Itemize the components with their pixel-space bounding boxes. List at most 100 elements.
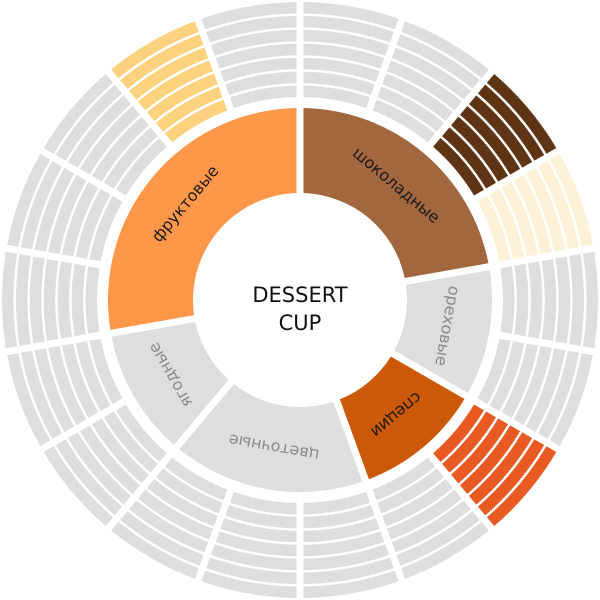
outer-segment-band xyxy=(89,338,123,405)
outer-segment[interactable] xyxy=(7,154,123,262)
outer-segment-band xyxy=(303,57,380,82)
outer-segment-band xyxy=(486,446,557,527)
outer-segment[interactable] xyxy=(111,457,228,579)
outer-segment-band xyxy=(220,518,297,543)
outer-segment-band xyxy=(116,404,167,462)
outer-segment[interactable] xyxy=(433,404,557,527)
inner-segment-2[interactable] xyxy=(394,270,492,393)
outer-segment-band xyxy=(303,15,394,43)
outer-segment-band xyxy=(477,84,545,161)
outer-segment-band xyxy=(541,258,557,342)
outer-segment-band xyxy=(116,138,167,196)
outer-segment-band xyxy=(527,261,543,339)
inner-segment-6[interactable] xyxy=(108,108,297,330)
outer-segment-band xyxy=(155,86,223,132)
outer-segment[interactable] xyxy=(111,21,228,143)
outer-segment-band xyxy=(57,261,73,339)
outer-segment[interactable] xyxy=(500,251,598,349)
outer-segment-band xyxy=(85,266,100,334)
outer-segment-band xyxy=(55,84,123,161)
outer-segment-band xyxy=(303,505,375,529)
outer-segment-band xyxy=(104,411,158,473)
outer-segment[interactable] xyxy=(201,491,297,598)
outer-segment-band xyxy=(138,60,213,111)
outer-segment-band xyxy=(89,195,123,262)
inner-segment-4[interactable] xyxy=(179,384,363,492)
outer-segment[interactable] xyxy=(43,73,167,196)
outer-segment-band xyxy=(129,500,209,553)
outer-segment-band xyxy=(206,557,297,585)
outer-segment-band xyxy=(120,511,204,566)
outer-segment-band xyxy=(514,263,529,337)
outer-segment-band xyxy=(391,47,471,100)
outer-segment[interactable] xyxy=(372,21,489,143)
inner-segment-1[interactable] xyxy=(303,108,489,278)
outer-segment-band xyxy=(111,21,199,79)
outer-segment-band xyxy=(382,479,454,527)
outer-segment-band xyxy=(20,350,63,439)
outer-segment-band xyxy=(387,60,462,111)
outer-segment[interactable] xyxy=(201,2,297,109)
outer-segment-band xyxy=(468,95,533,168)
outer-segment-band xyxy=(303,518,380,543)
outer-segment[interactable] xyxy=(477,338,593,446)
outer-segment-band xyxy=(67,432,132,505)
outer-segment[interactable] xyxy=(7,338,123,446)
outer-segment-band xyxy=(229,491,297,515)
outer-segment-band xyxy=(55,439,123,516)
outer-segment-band xyxy=(377,468,445,514)
outer-segment-band xyxy=(71,263,86,337)
outer-segment-band xyxy=(396,34,480,89)
outer-segment-band xyxy=(75,341,111,412)
outer-segment-band xyxy=(372,99,436,143)
outer-segment-band xyxy=(79,105,140,175)
outer-segment-band xyxy=(396,511,480,566)
outer-segment-band xyxy=(489,341,525,412)
outer-segment[interactable] xyxy=(303,2,399,109)
outer-segment-band xyxy=(500,266,515,334)
outer-segment-band xyxy=(442,411,496,473)
outer-segment-band xyxy=(537,161,580,250)
outer-segment-band xyxy=(138,489,213,540)
outer-segment-band xyxy=(215,43,297,69)
outer-segment[interactable] xyxy=(477,154,593,262)
outer-segment[interactable] xyxy=(303,491,399,598)
outer-segment-band xyxy=(164,457,228,501)
inner-segment-5[interactable] xyxy=(111,322,229,445)
outer-segment-band xyxy=(220,57,297,82)
outer-segment-band xyxy=(303,71,375,95)
outer-segment-band xyxy=(489,188,525,259)
outer-segment-band xyxy=(442,127,496,189)
outer-segment-band xyxy=(569,254,585,346)
outer-segment-band xyxy=(486,73,557,154)
outer-segment-band xyxy=(79,425,140,495)
outer-segment-band xyxy=(477,195,511,262)
outer-segment-band xyxy=(387,489,462,540)
outer-segment-band xyxy=(201,2,297,30)
outer-segment-band xyxy=(29,256,45,344)
inner-segment-3[interactable] xyxy=(339,356,465,480)
outer-segment-band xyxy=(67,95,132,168)
outer-segment-band xyxy=(477,338,511,405)
outer-segment-band xyxy=(75,188,111,259)
inner-ring: шоколадныеореховыеспециицветочныеягодные… xyxy=(108,108,492,492)
outer-segment-band xyxy=(91,418,149,484)
outer-segment-band xyxy=(303,29,390,56)
outer-segment[interactable] xyxy=(43,404,167,527)
outer-segment[interactable] xyxy=(372,457,489,579)
outer-segment-band xyxy=(303,570,399,598)
center-title-line-1: DESSERT xyxy=(252,283,347,307)
outer-segment-band xyxy=(215,531,297,557)
outer-segment-band xyxy=(164,99,228,143)
outer-segment-band xyxy=(303,544,390,571)
outer-segment-band xyxy=(549,353,593,446)
outer-segment-band xyxy=(48,174,87,255)
outer-segment-band xyxy=(460,425,521,495)
outer-segment[interactable] xyxy=(433,73,557,196)
outer-segment-band xyxy=(206,15,297,43)
outer-segment-band xyxy=(433,138,484,196)
outer-segment-band xyxy=(303,85,371,109)
outer-segment[interactable] xyxy=(1,251,100,349)
